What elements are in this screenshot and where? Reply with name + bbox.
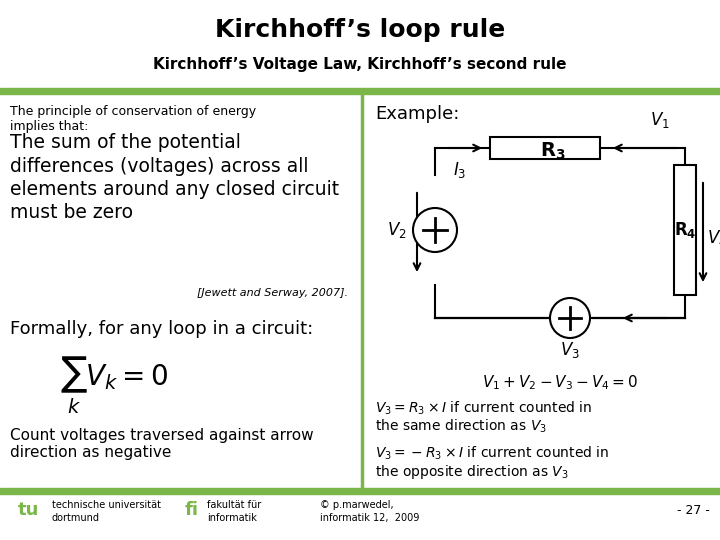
Text: © p.marwedel,: © p.marwedel,: [320, 500, 394, 510]
Bar: [0, 488, 720, 494]
Text: $V_3$: $V_3$: [560, 340, 580, 360]
Text: dortmund: dortmund: [52, 513, 100, 523]
Text: technische universität: technische universität: [52, 500, 161, 510]
Text: $V_2$: $V_2$: [387, 220, 407, 240]
Text: $V_3=-R_3\times I$ if current counted in: $V_3=-R_3\times I$ if current counted in: [375, 445, 609, 462]
Text: $\mathbf{R_4}$: $\mathbf{R_4}$: [674, 220, 696, 240]
Text: The sum of the potential
differences (voltages) across all
elements around any c: The sum of the potential differences (vo…: [10, 133, 339, 222]
Text: Count voltages traversed against arrow
direction as negative: Count voltages traversed against arrow d…: [10, 428, 314, 461]
Text: the opposite direction as $V_3$: the opposite direction as $V_3$: [375, 463, 569, 481]
Text: $V_1$: $V_1$: [650, 110, 670, 130]
Circle shape: [550, 298, 590, 338]
Text: tu: tu: [18, 501, 40, 519]
Text: $V_4$: $V_4$: [707, 228, 720, 248]
Text: $V_3=R_3\times I$ if current counted in: $V_3=R_3\times I$ if current counted in: [375, 400, 593, 417]
Bar: [490, 137, 600, 159]
Text: informatik 12,  2009: informatik 12, 2009: [320, 513, 419, 523]
Bar: [549, 297, 591, 339]
Text: Formally, for any loop in a circuit:: Formally, for any loop in a circuit:: [10, 320, 313, 338]
Text: - 27 -: - 27 -: [677, 503, 710, 516]
Text: [Jewett and Serway, 2007].: [Jewett and Serway, 2007].: [197, 288, 348, 298]
Bar: [674, 165, 696, 295]
Text: Kirchhoff’s loop rule: Kirchhoff’s loop rule: [215, 18, 505, 42]
Text: $V_1+V_2-V_3-V_4=0$: $V_1+V_2-V_3-V_4=0$: [482, 374, 638, 393]
Circle shape: [413, 208, 457, 252]
Text: The principle of conservation of energy
implies that:: The principle of conservation of energy …: [10, 105, 256, 133]
Text: fi: fi: [185, 501, 199, 519]
Text: Example:: Example:: [375, 105, 459, 123]
Text: Kirchhoff’s Voltage Law, Kirchhoff’s second rule: Kirchhoff’s Voltage Law, Kirchhoff’s sec…: [153, 57, 567, 72]
Text: $I_3$: $I_3$: [454, 160, 467, 180]
Text: fakultät für: fakultät für: [207, 500, 261, 510]
Text: the same direction as $V_3$: the same direction as $V_3$: [375, 418, 547, 435]
Bar: [0, 88, 720, 94]
Text: informatik: informatik: [207, 513, 257, 523]
Text: $\sum_k V_k = 0$: $\sum_k V_k = 0$: [60, 354, 168, 416]
Text: $\mathbf{R_3}$: $\mathbf{R_3}$: [540, 140, 566, 161]
